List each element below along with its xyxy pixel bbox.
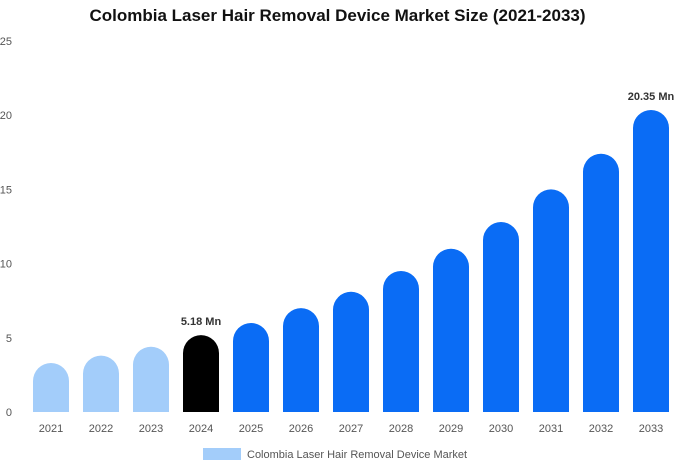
legend-label: Colombia Laser Hair Removal Device Marke… bbox=[247, 449, 467, 461]
bar-2026 bbox=[283, 308, 319, 412]
x-tick-label: 2029 bbox=[439, 423, 463, 435]
legend-swatch bbox=[203, 448, 241, 460]
bar-2025 bbox=[233, 322, 269, 412]
x-tick-label: 2031 bbox=[539, 423, 563, 435]
x-tick-label: 2021 bbox=[39, 423, 63, 435]
y-tick-label: 0 bbox=[6, 407, 12, 419]
bar-2027 bbox=[333, 291, 369, 412]
bar-2022 bbox=[83, 355, 119, 412]
bar-2021 bbox=[33, 363, 69, 412]
x-tick-label: 2028 bbox=[389, 423, 413, 435]
bar-2031 bbox=[533, 189, 569, 412]
bar-2032 bbox=[583, 153, 619, 412]
bar-2030 bbox=[483, 222, 519, 412]
bar-2024 bbox=[183, 335, 219, 412]
data-label: 5.18 Mn bbox=[181, 316, 222, 328]
bar-2033 bbox=[633, 110, 669, 413]
y-tick-label: 20 bbox=[0, 110, 12, 122]
x-tick-label: 2033 bbox=[639, 423, 663, 435]
y-tick-label: 15 bbox=[0, 184, 12, 196]
x-tick-label: 2026 bbox=[289, 423, 313, 435]
x-tick-label: 2030 bbox=[489, 423, 513, 435]
x-tick-label: 2022 bbox=[89, 423, 113, 435]
x-tick-label: 2027 bbox=[339, 423, 363, 435]
bar-2028 bbox=[383, 271, 419, 412]
x-tick-label: 2024 bbox=[189, 423, 213, 435]
x-tick-label: 2025 bbox=[239, 423, 263, 435]
y-tick-label: 25 bbox=[0, 36, 12, 48]
bar-2029 bbox=[433, 248, 469, 412]
x-tick-label: 2023 bbox=[139, 423, 163, 435]
bar-2023 bbox=[133, 346, 169, 412]
y-tick-label: 10 bbox=[0, 259, 12, 271]
chart-title: Colombia Laser Hair Removal Device Marke… bbox=[89, 6, 586, 25]
x-tick-label: 2032 bbox=[589, 423, 613, 435]
y-tick-label: 5 bbox=[6, 333, 12, 345]
data-label: 20.35 Mn bbox=[628, 91, 675, 103]
